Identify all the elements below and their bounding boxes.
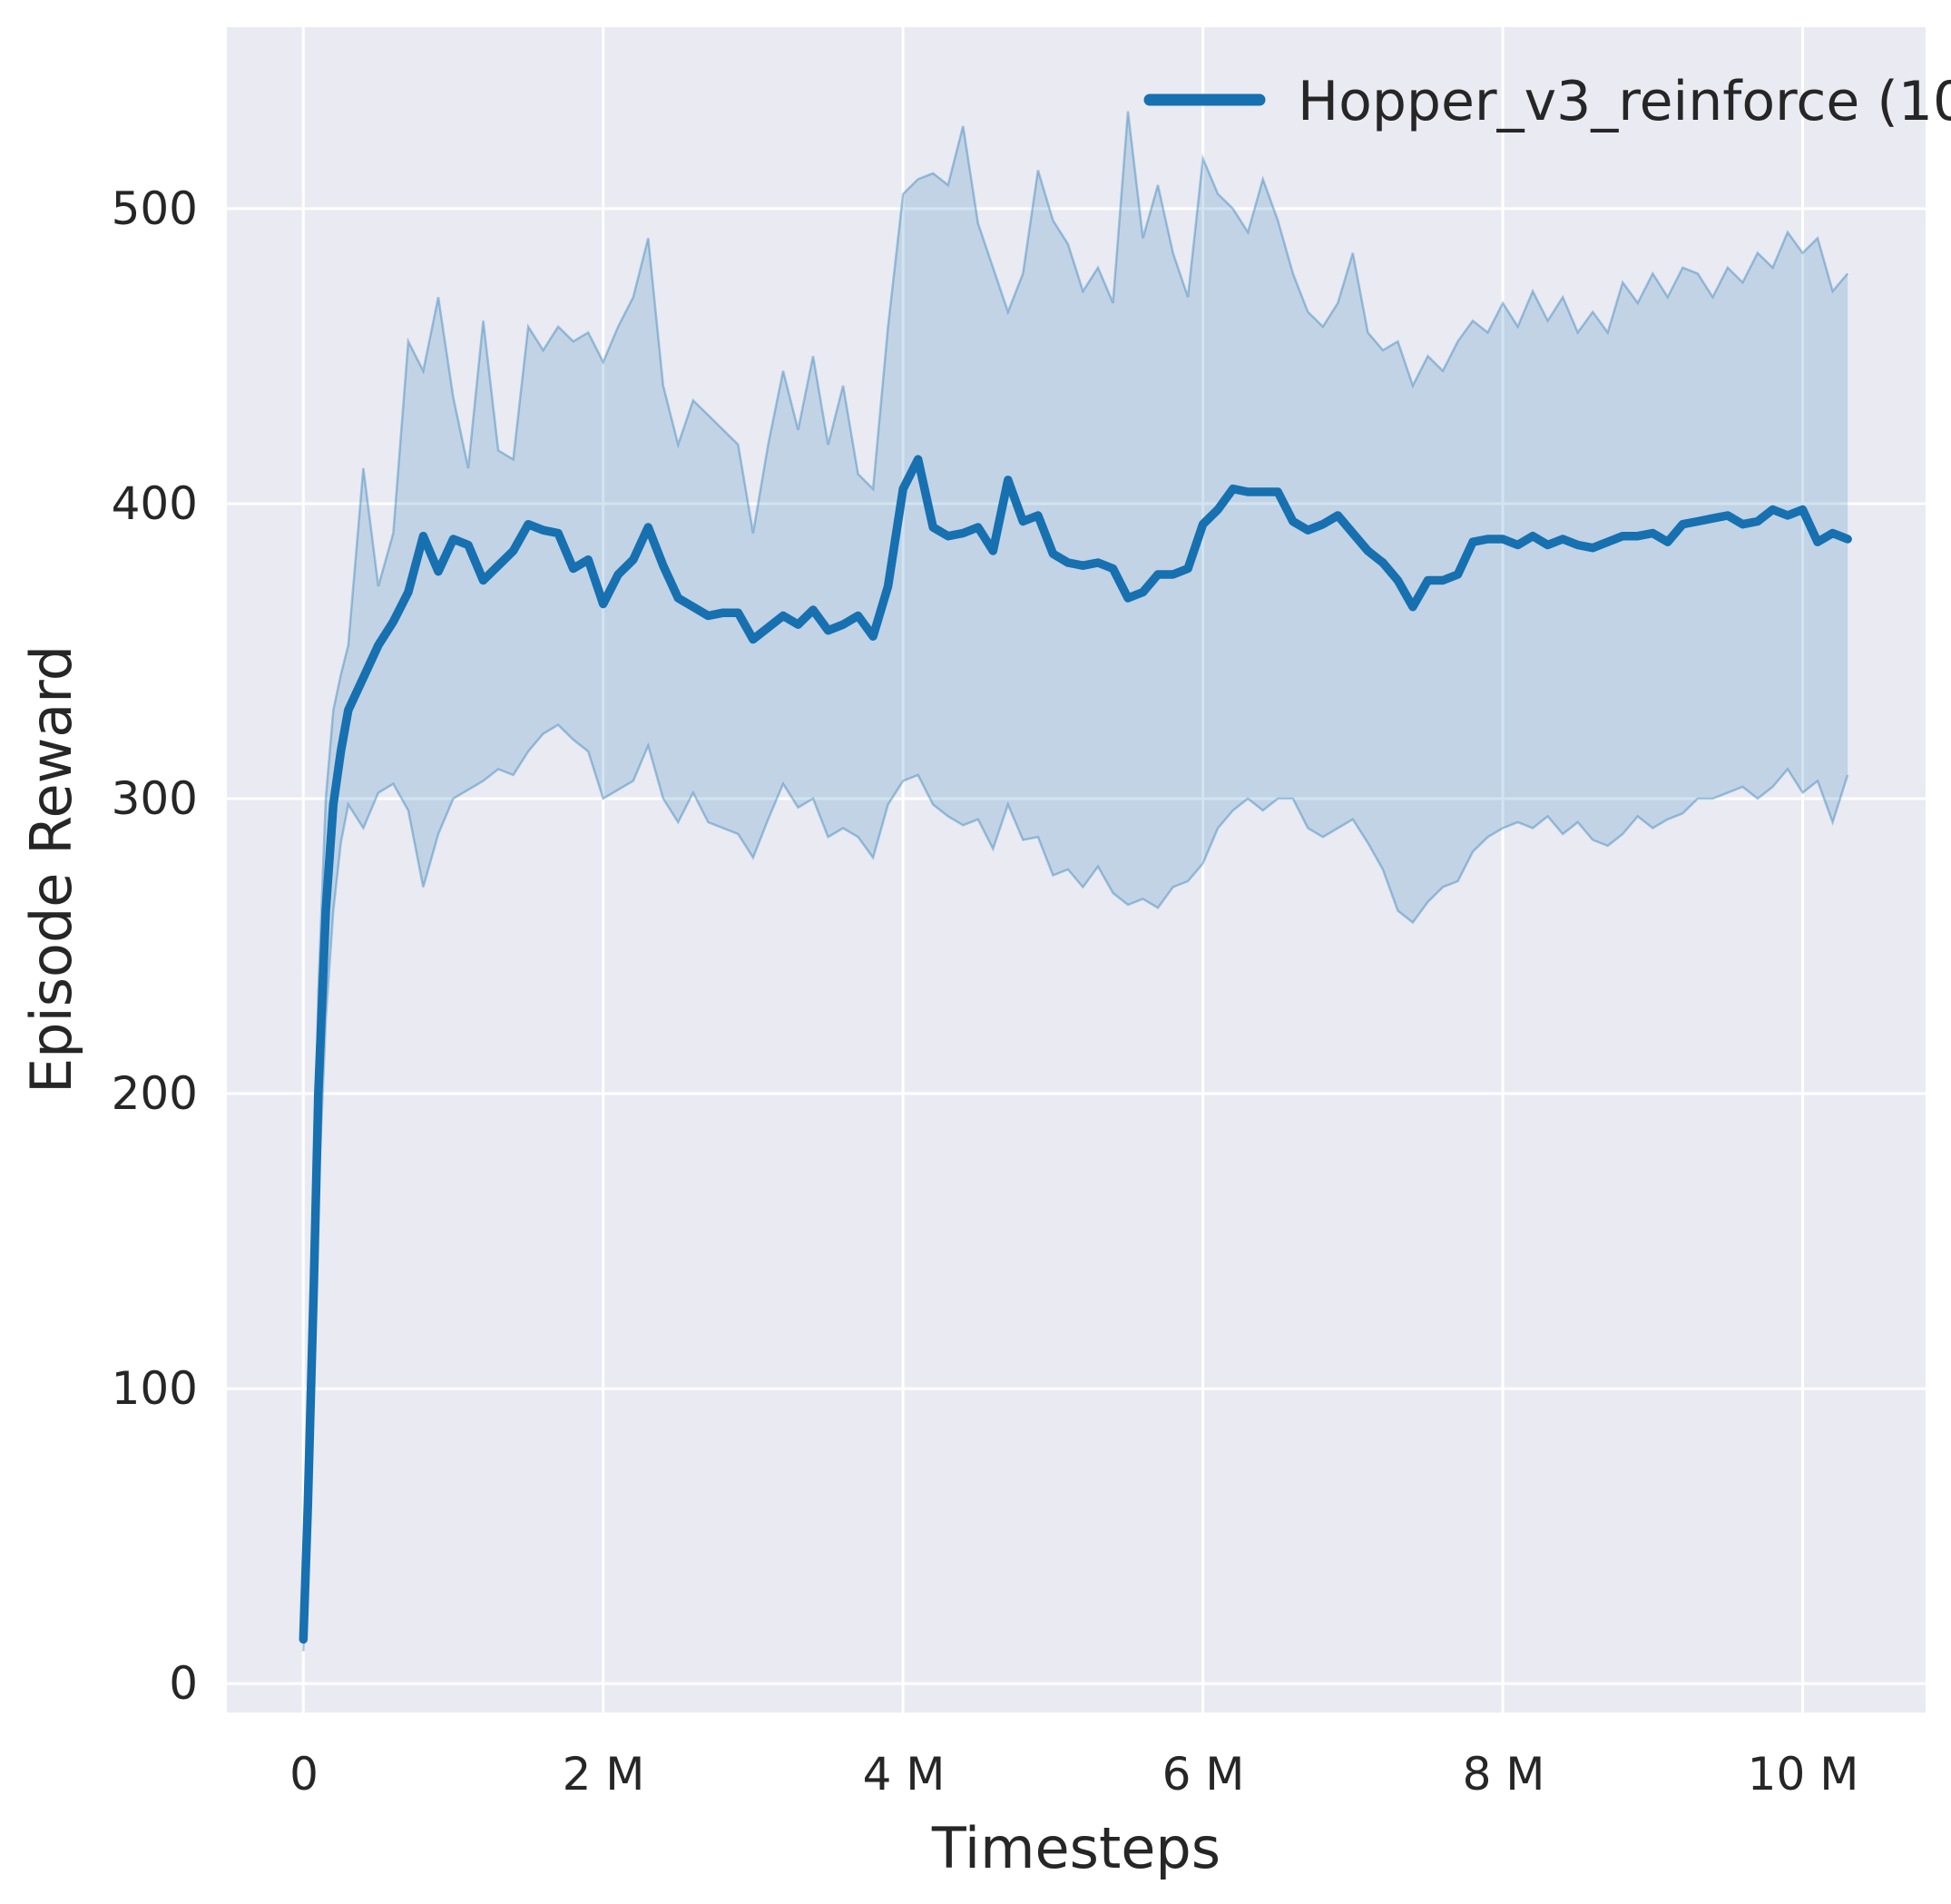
y-tick-label: 400 xyxy=(112,477,198,530)
mean-line xyxy=(299,455,1852,1644)
band-upper-edge xyxy=(302,111,1849,1625)
confidence-band xyxy=(303,111,1848,1652)
x-tick-label: 2 M xyxy=(563,1748,645,1801)
legend: Hopper_v3_reinforce (10) xyxy=(1143,70,1951,133)
plot-area xyxy=(227,27,1926,1713)
y-tick-label: 100 xyxy=(112,1362,198,1415)
y-tick-label: 0 xyxy=(169,1657,198,1710)
y-axis-ticks: 0 100 200 300 400 500 xyxy=(112,182,198,1710)
x-tick-label: 4 M xyxy=(863,1748,946,1801)
y-axis-label: Episode Reward xyxy=(18,645,84,1094)
x-tick-label: 8 M xyxy=(1463,1748,1545,1801)
x-axis-ticks: 0 2 M 4 M 6 M 8 M 10 M xyxy=(289,1748,1858,1801)
y-tick-label: 200 xyxy=(112,1067,198,1120)
y-tick-label: 500 xyxy=(112,182,198,235)
x-tick-label: 10 M xyxy=(1748,1748,1859,1801)
x-axis-label: Timesteps xyxy=(931,1815,1221,1881)
grid xyxy=(227,27,1926,1713)
y-tick-label: 300 xyxy=(112,772,198,825)
x-tick-label: 6 M xyxy=(1162,1748,1245,1801)
band-lower-edge xyxy=(302,723,1849,1652)
x-tick-label: 0 xyxy=(289,1748,319,1801)
legend-label: Hopper_v3_reinforce (10) xyxy=(1298,70,1951,133)
